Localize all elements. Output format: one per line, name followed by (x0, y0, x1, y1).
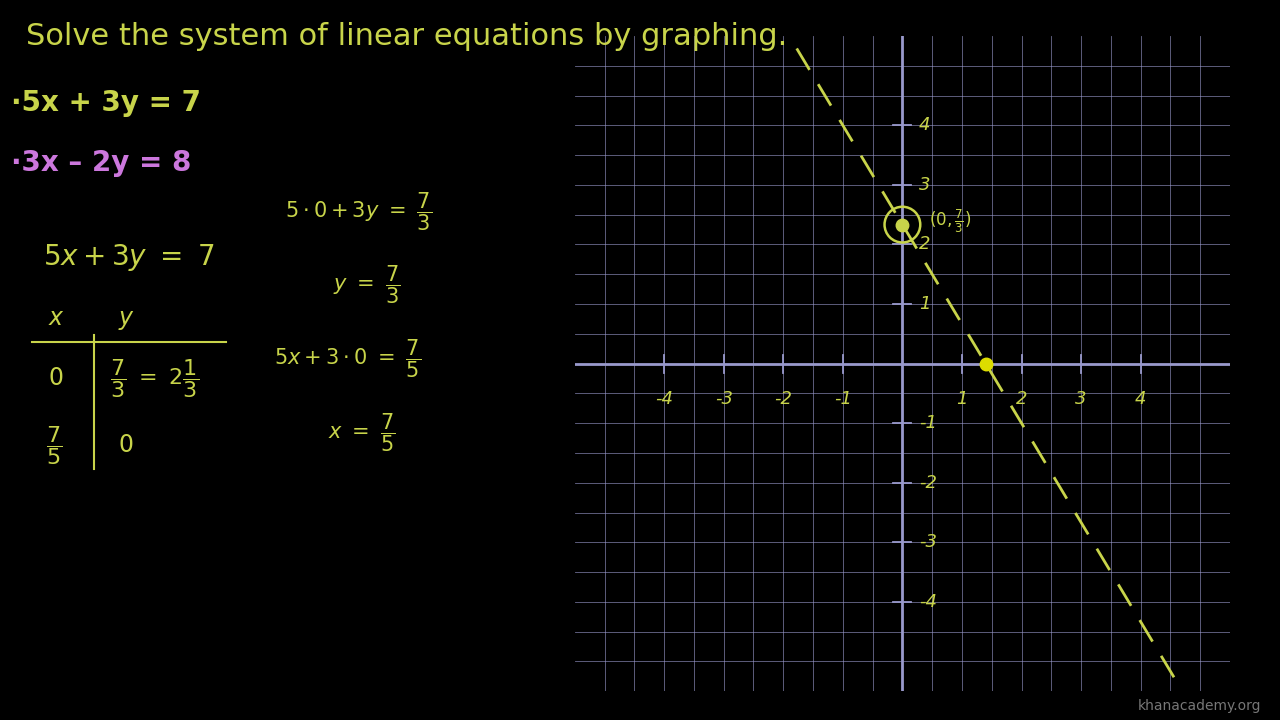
Text: -3: -3 (919, 534, 937, 552)
Text: khanacademy.org: khanacademy.org (1138, 699, 1261, 713)
Text: $y\ =\ \dfrac{7}{3}$: $y\ =\ \dfrac{7}{3}$ (333, 264, 401, 307)
Text: 3: 3 (919, 176, 931, 194)
Text: 1: 1 (956, 390, 968, 408)
Text: -4: -4 (655, 390, 673, 408)
Text: $y$: $y$ (118, 308, 136, 332)
Text: $0$: $0$ (49, 366, 64, 390)
Text: -1: -1 (833, 390, 851, 408)
Text: ⋅5x + 3y = 7: ⋅5x + 3y = 7 (10, 89, 201, 117)
Text: $(0,\frac{7}{3})$: $(0,\frac{7}{3})$ (929, 208, 972, 235)
Text: -1: -1 (919, 414, 937, 432)
Text: $5\cdot0+3y\ =\ \dfrac{7}{3}$: $5\cdot0+3y\ =\ \dfrac{7}{3}$ (285, 190, 431, 233)
Text: Solve the system of linear equations by graphing.: Solve the system of linear equations by … (26, 22, 787, 50)
Text: 3: 3 (1075, 390, 1087, 408)
Text: -2: -2 (919, 474, 937, 492)
Text: 2: 2 (919, 235, 931, 253)
Text: -2: -2 (774, 390, 792, 408)
Text: $5x+3\cdot0\ =\ \dfrac{7}{5}$: $5x+3\cdot0\ =\ \dfrac{7}{5}$ (274, 338, 421, 380)
Text: 1: 1 (919, 295, 931, 313)
Text: $5x + 3y\ =\ 7$: $5x + 3y\ =\ 7$ (44, 242, 215, 273)
Text: $x\ =\ \dfrac{7}{5}$: $x\ =\ \dfrac{7}{5}$ (328, 411, 396, 454)
Text: $0$: $0$ (118, 433, 133, 457)
Text: ⋅3x – 2y = 8: ⋅3x – 2y = 8 (10, 149, 191, 177)
Text: -3: -3 (714, 390, 732, 408)
Text: 4: 4 (1135, 390, 1147, 408)
Text: $x$: $x$ (49, 306, 65, 330)
Text: -4: -4 (919, 593, 937, 611)
Text: $\dfrac{7}{3}\ =\ 2\dfrac{1}{3}$: $\dfrac{7}{3}\ =\ 2\dfrac{1}{3}$ (110, 357, 200, 400)
Text: 4: 4 (919, 117, 931, 135)
Text: $\dfrac{7}{5}$: $\dfrac{7}{5}$ (46, 424, 61, 467)
Text: 2: 2 (1016, 390, 1028, 408)
